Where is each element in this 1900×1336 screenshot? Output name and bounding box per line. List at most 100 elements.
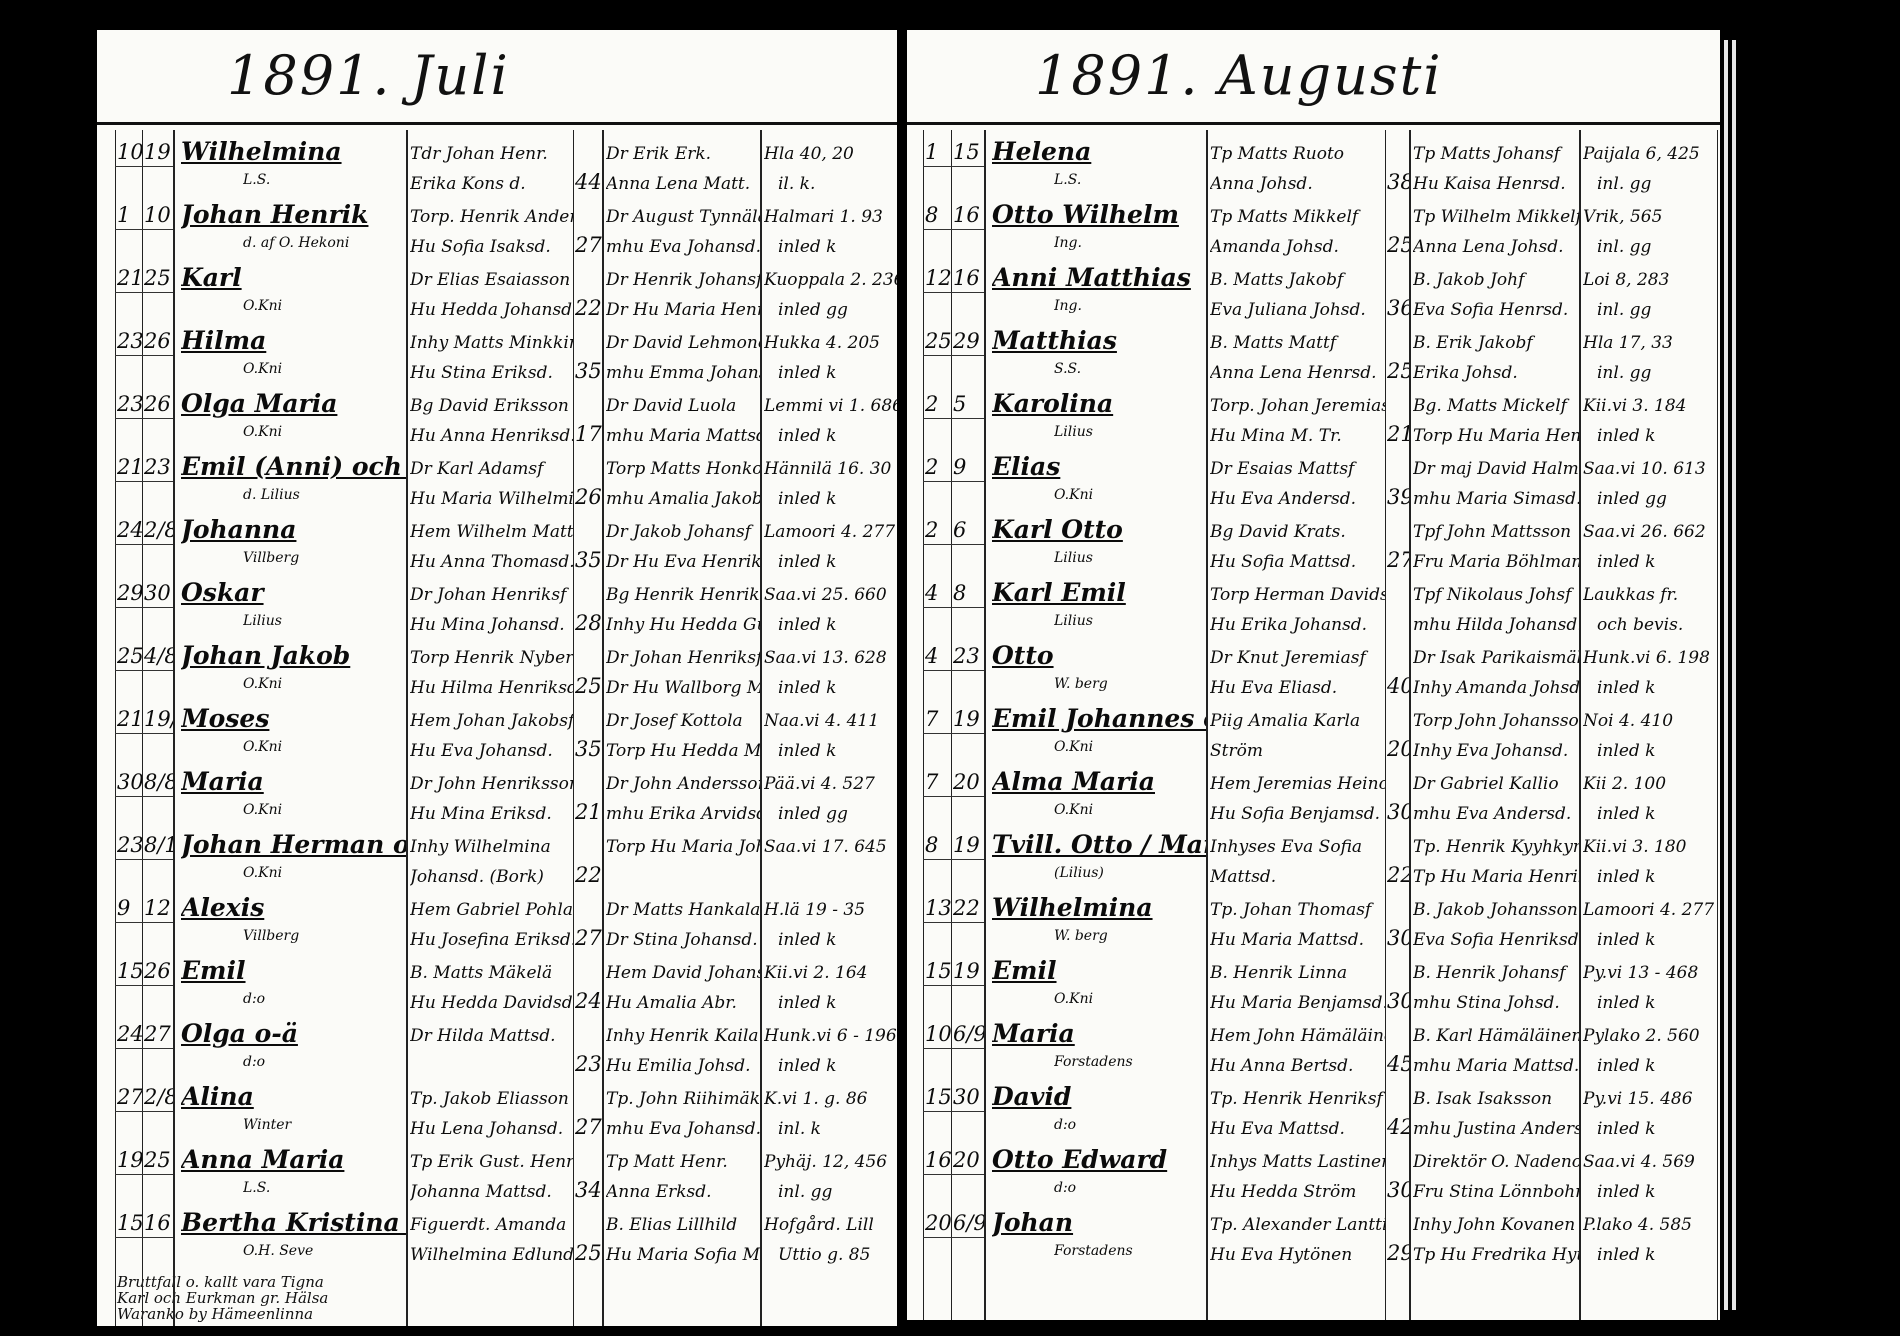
- row-rule: [923, 166, 984, 167]
- birth-day: 23: [117, 394, 142, 414]
- residence-2: inled k: [1597, 930, 1656, 950]
- witness-2: Torp Hu Hedda Mattsd.: [606, 741, 760, 761]
- baptism-day: 2/8: [144, 1087, 173, 1107]
- witness-2: mhu Justina Andersd.: [1413, 1119, 1579, 1139]
- baptism-day: 16: [953, 268, 980, 288]
- witness-1: Dr Isak Parikaismäki: [1413, 648, 1579, 668]
- child-name: Alexis: [181, 894, 265, 922]
- parent-father: Dr Esaias Mattsf: [1210, 459, 1355, 479]
- mother-age: 44: [575, 172, 602, 192]
- row-rule: [923, 796, 984, 797]
- mother-age: 24: [575, 991, 602, 1011]
- witness-2: Anna Lena Johsd.: [1413, 237, 1564, 257]
- witness-1: Tp Wilhelm Mikkelf: [1413, 207, 1579, 227]
- child-name: Elias: [992, 453, 1061, 481]
- residence-1: Kii.vi 3. 184: [1583, 396, 1687, 416]
- child-note: Ing.: [1054, 298, 1082, 314]
- residence-2: inled k: [778, 741, 837, 761]
- child-name: Johanna: [181, 516, 297, 544]
- witness-2: mhu Erika Arvidsd.: [606, 804, 760, 824]
- residence-2: inled k: [1597, 1119, 1656, 1139]
- column-rule: [406, 130, 408, 1326]
- witness-2: Erika Johsd.: [1413, 363, 1518, 383]
- parent-mother: Ström: [1210, 741, 1263, 761]
- birth-day: 15 / 1: [925, 961, 951, 981]
- baptism-day: 26: [144, 394, 171, 414]
- residence-1: P.lako 4. 585: [1583, 1215, 1692, 1235]
- birth-day: 9: [117, 898, 131, 918]
- left-page-header: 1891. Juli: [97, 30, 900, 125]
- witness-1: Tp. Henrik Kyyhkynen: [1413, 837, 1579, 857]
- mother-age: 30: [1387, 1180, 1409, 1200]
- child-note: d:o: [1054, 1180, 1077, 1196]
- column-rule: [1717, 130, 1718, 1320]
- residence-2: inled k: [778, 930, 837, 950]
- baptism-day: 30: [953, 1087, 980, 1107]
- birth-day: 21. 22.: [117, 457, 142, 477]
- witness-2: mhu Emma Johansd.: [606, 363, 760, 383]
- child-name: Maria: [992, 1020, 1075, 1048]
- mother-age: 21: [1387, 424, 1409, 444]
- birth-day: 30: [117, 772, 142, 792]
- mother-age: 25: [575, 1243, 602, 1263]
- parent-mother: Hu Eva Hytönen: [1210, 1245, 1353, 1265]
- residence-1: Hukka 4. 205: [764, 333, 880, 353]
- parent-father: Hem Gabriel Pohlainen: [410, 900, 573, 920]
- column-rule: [1206, 130, 1208, 1320]
- residence-2: inl. k: [778, 1119, 821, 1139]
- row-rule: [115, 607, 173, 608]
- child-note: O.Kni: [243, 739, 283, 755]
- witness-2: Anna Erksd.: [606, 1182, 712, 1202]
- birth-day: 24: [117, 1024, 142, 1044]
- witness-2: Eva Sofia Henrsd.: [1413, 300, 1569, 320]
- mother-age: 39: [1387, 487, 1409, 507]
- baptism-day: 23: [953, 646, 980, 666]
- witness-2: Dr Hu Wallborg Mattsd.: [606, 678, 760, 698]
- row-rule: [923, 481, 984, 482]
- birth-day: 8: [925, 205, 939, 225]
- baptism-day: 19: [953, 835, 980, 855]
- birth-day: 10: [925, 1024, 951, 1044]
- witness-2: Hu Emilia Johsd.: [606, 1056, 751, 1076]
- child-note: O.Kni: [243, 676, 283, 692]
- baptism-day: 9: [953, 457, 967, 477]
- child-name: Hilma: [181, 327, 267, 355]
- child-note: L.S.: [1054, 172, 1082, 188]
- parent-father: Inhy Matts Minkkinen: [410, 333, 573, 353]
- witness-2: Anna Lena Matt.: [606, 174, 751, 194]
- column-rule: [760, 130, 762, 1326]
- child-note: W. berg: [1054, 676, 1108, 692]
- mother-age: 22: [1387, 865, 1409, 885]
- parent-mother: Hu Anna Thomasd.: [410, 552, 573, 572]
- child-name: Emil: [992, 957, 1057, 985]
- child-note: O.Kni: [1054, 991, 1094, 1007]
- residence-2: inled k: [1597, 993, 1656, 1013]
- residence-2: inl. gg: [778, 1182, 833, 1202]
- child-name: Olga o-ä: [181, 1020, 298, 1048]
- child-name: Anni Matthias: [992, 264, 1191, 292]
- residence-2: inled k: [778, 237, 837, 257]
- child-name: Moses: [181, 705, 270, 733]
- residence-2: inled k: [1597, 426, 1656, 446]
- baptism-day: 6/9: [953, 1213, 984, 1233]
- residence-1: Hofgård. Lill: [764, 1215, 874, 1235]
- birth-day: 10: [117, 142, 142, 162]
- parent-mother: Hu Hedda Johansd.: [410, 300, 573, 320]
- parent-father: Tp. Alexander Lantti: [1210, 1215, 1385, 1235]
- row-rule: [115, 859, 173, 860]
- mother-age: 38: [1387, 172, 1409, 192]
- residence-2: inled k: [1597, 1245, 1656, 1265]
- mother-age: 45: [1387, 1054, 1409, 1074]
- residence-2: inled k: [778, 1056, 837, 1076]
- child-name: Matthias: [992, 327, 1117, 355]
- witness-1: Dr Josef Kottola: [606, 711, 743, 731]
- child-name: Otto Edward: [992, 1146, 1168, 1174]
- child-name: Helena: [992, 138, 1092, 166]
- residence-1: Paijala 6, 425: [1583, 144, 1700, 164]
- witness-1: Direktör O. Nadenoff: [1413, 1152, 1579, 1172]
- witness-1: Tp Matt Henr.: [606, 1152, 728, 1172]
- row-rule: [115, 1237, 173, 1238]
- baptism-day: 8/10: [144, 835, 173, 855]
- parent-father: Tp. Jakob Eliasson: [410, 1089, 569, 1109]
- parent-father: Hem Johan Jakobsf: [410, 711, 573, 731]
